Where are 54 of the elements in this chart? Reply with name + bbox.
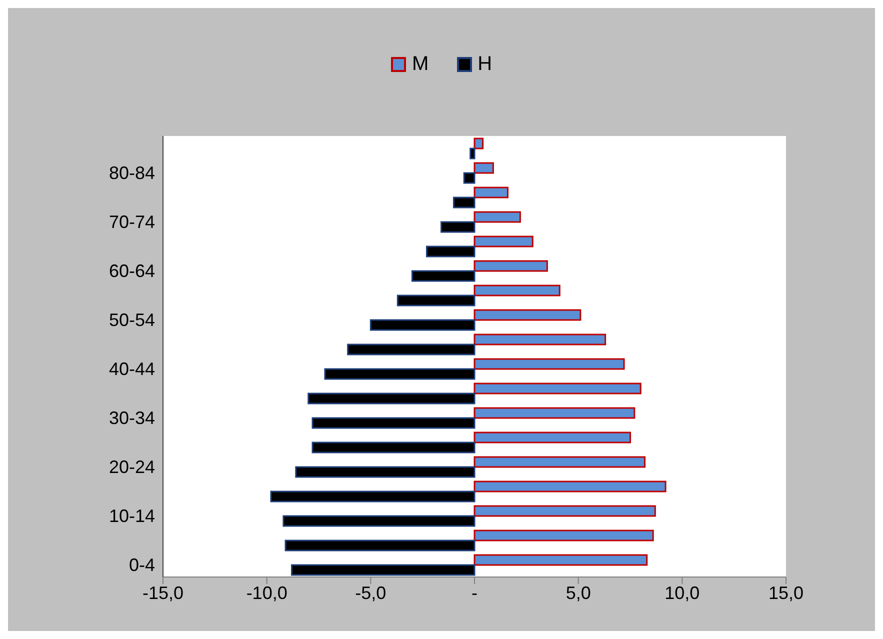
bar (284, 540, 476, 552)
y-tick-label: 50-54 (108, 310, 155, 330)
y-tick-label: 80-84 (108, 163, 155, 184)
bar (470, 148, 476, 160)
y-tick-label: 60-64 (108, 261, 155, 282)
x-tick-label: 10,0 (664, 582, 700, 603)
bar (474, 138, 484, 150)
bar (474, 456, 646, 468)
bar (270, 490, 476, 502)
bar (474, 211, 521, 223)
bar (474, 284, 560, 296)
bar (312, 442, 476, 454)
x-tick-label: - (472, 582, 478, 603)
legend-label: H (478, 53, 492, 76)
bar (411, 270, 476, 282)
bar (347, 344, 476, 356)
bar (474, 505, 656, 517)
bar (440, 221, 476, 233)
y-tick-label: 30-34 (108, 408, 155, 428)
bar (474, 407, 636, 419)
x-tick-label: -5,0 (355, 582, 386, 603)
y-tick-label: 40-44 (108, 359, 155, 380)
legend-label: M (412, 53, 429, 76)
bar (426, 246, 476, 258)
bar (463, 172, 476, 184)
bar (370, 319, 476, 331)
bar (474, 260, 548, 272)
bar (291, 564, 476, 576)
bar (474, 432, 631, 444)
x-tick-label: 5,0 (566, 582, 591, 603)
bar (312, 417, 476, 429)
x-tick-label: 15,0 (768, 582, 804, 603)
bar (308, 392, 476, 404)
y-tick-label: 0-4 (128, 555, 155, 576)
bar (474, 358, 625, 370)
bar (396, 294, 476, 306)
y-tick-label: 10-14 (108, 506, 155, 526)
bar (474, 382, 642, 394)
bar (324, 368, 476, 380)
bar (474, 480, 666, 492)
bar (474, 530, 654, 542)
bar (282, 515, 476, 527)
bar (474, 162, 494, 174)
bar (474, 186, 508, 198)
y-tick-label: 20-24 (108, 457, 155, 478)
bar (474, 554, 648, 566)
bar (474, 236, 534, 248)
x-tick-label: -10,0 (246, 582, 288, 603)
bar (452, 196, 476, 208)
x-tick-label: -15,0 (142, 582, 184, 603)
y-tick-label: 70-74 (108, 212, 155, 232)
bar (295, 466, 476, 478)
bar (474, 309, 582, 321)
bar (474, 334, 606, 346)
